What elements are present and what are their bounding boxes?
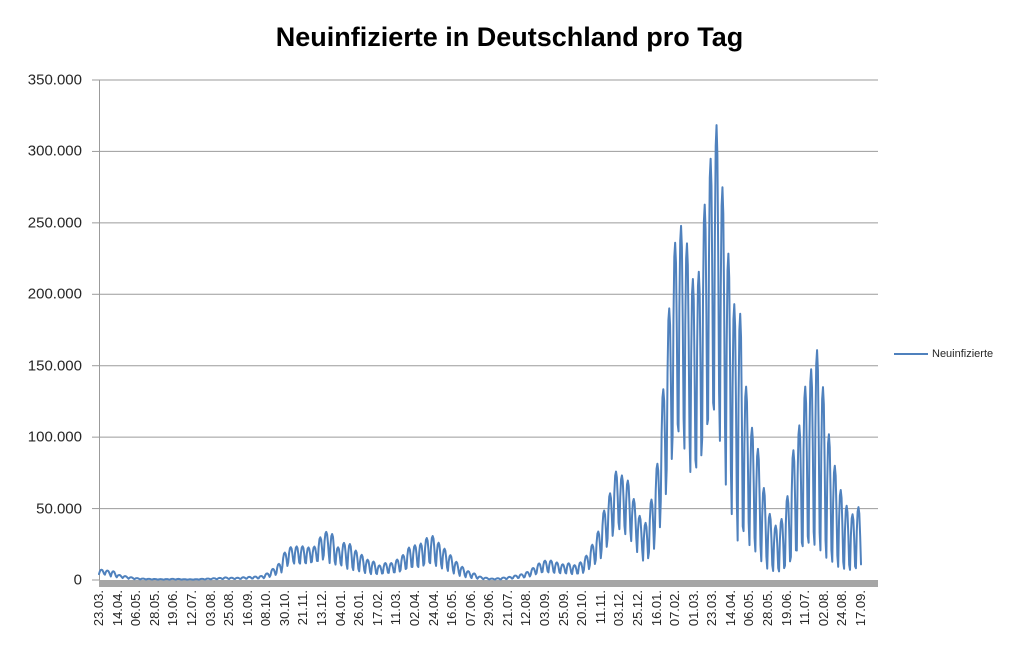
x-tick-label: 29.06. <box>481 590 497 627</box>
y-tick-label: 350.000 <box>27 71 82 89</box>
y-tick-label: 200.000 <box>27 285 82 303</box>
x-tick-label: 25.12. <box>629 590 645 627</box>
x-tick-label: 11.11. <box>592 590 608 625</box>
x-tick-label: 24.08. <box>834 590 850 627</box>
y-tick-label: 250.000 <box>27 214 82 232</box>
x-tick-label: 23.03. <box>704 590 720 627</box>
x-tick-label: 01.03. <box>685 590 701 627</box>
x-tick-label: 06.05. <box>741 590 757 627</box>
y-tick-label: 100.000 <box>27 428 82 446</box>
y-tick-label: 50.000 <box>36 500 82 518</box>
x-tick-label: 19.06. <box>778 590 794 627</box>
x-tick-label: 25.08. <box>221 590 237 627</box>
x-tick-label: 28.05. <box>146 590 162 627</box>
x-tick-label: 03.08. <box>202 590 218 627</box>
y-tick-label: 0 <box>73 571 82 589</box>
chart-title: Neuinfizierte in Deutschland pro Tag <box>275 22 744 52</box>
series-line-neuinfizierte <box>98 124 862 581</box>
x-tick-label: 07.06. <box>462 590 478 627</box>
x-tick-label: 02.04. <box>406 590 422 627</box>
x-tick-label: 14.04. <box>109 590 125 627</box>
x-tick-label: 30.10. <box>276 590 292 627</box>
x-tick-label: 24.04. <box>425 590 441 627</box>
x-tick-label: 13.12. <box>314 590 330 627</box>
y-tick-label: 150.000 <box>27 357 82 375</box>
x-tick-label: 16.09. <box>239 590 255 627</box>
legend-series-label: Neuinfizierte <box>932 348 994 360</box>
x-tick-label: 11.07. <box>797 590 813 626</box>
x-tick-label: 25.09. <box>555 590 571 627</box>
x-tick-label: 21.11. <box>295 590 311 626</box>
y-tick-label: 300.000 <box>27 142 82 160</box>
x-tick-label: 16.05. <box>444 590 460 627</box>
x-tick-label: 12.07. <box>183 590 199 627</box>
x-tick-label: 21.07. <box>499 590 515 627</box>
x-tick-label: 17.09. <box>853 590 868 627</box>
x-tick-label: 17.02. <box>369 590 385 627</box>
x-tick-label: 28.05. <box>760 590 776 627</box>
x-tick-label: 23.03. <box>91 590 106 627</box>
x-tick-label: 03.09. <box>537 590 553 627</box>
x-tick-label: 14.04. <box>722 590 738 627</box>
x-tick-label: 19.06. <box>165 590 181 627</box>
x-tick-label: 11.03. <box>388 590 404 626</box>
x-tick-label: 03.12. <box>611 590 627 627</box>
x-axis-zero-band <box>99 580 878 587</box>
x-tick-label: 26.01. <box>351 590 367 627</box>
x-tick-label: 20.10. <box>574 590 590 627</box>
x-tick-label: 07.02. <box>667 590 683 627</box>
x-tick-label: 04.01. <box>332 590 348 627</box>
x-tick-label: 02.08. <box>815 590 831 627</box>
legend: Neuinfizierte <box>893 347 993 361</box>
x-tick-label: 12.08. <box>518 590 534 627</box>
x-tick-label: 08.10. <box>258 590 274 627</box>
x-tick-label: 06.05. <box>128 590 144 627</box>
x-tick-label: 16.01. <box>648 590 664 627</box>
legend-line-icon <box>894 353 928 355</box>
